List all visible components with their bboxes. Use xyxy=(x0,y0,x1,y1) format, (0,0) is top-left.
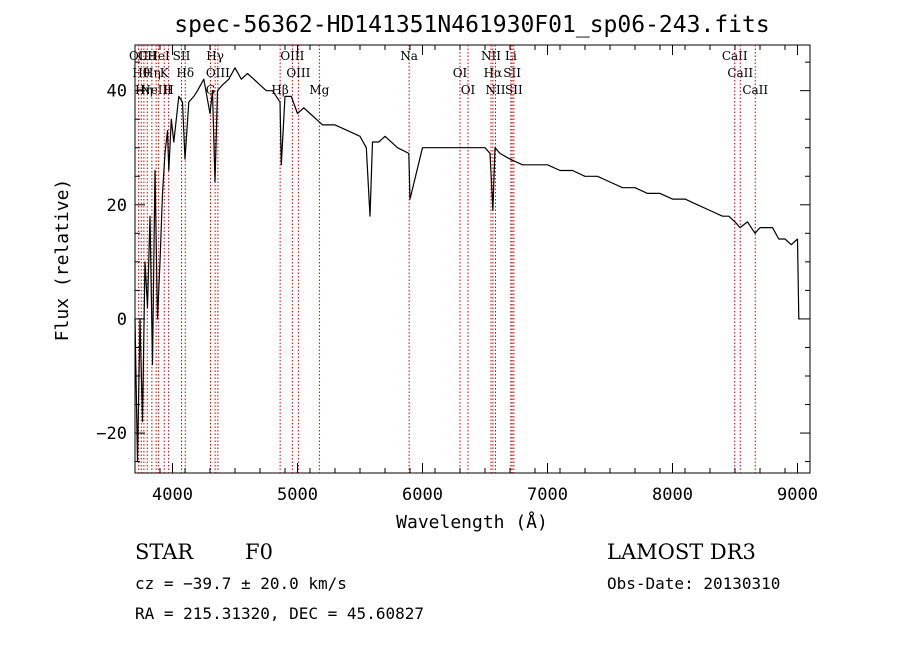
y-axis-label: Flux (relative) xyxy=(52,179,73,342)
marker-label: CaII xyxy=(722,49,748,63)
axis-ticks: 4000 5000 6000 7000 8000 9000 −20 0 20 40 xyxy=(96,45,818,505)
marker-label: Na xyxy=(400,49,418,63)
marker-label: H xyxy=(163,83,173,97)
marker-label: SII xyxy=(503,66,521,80)
marker-label: Li xyxy=(505,49,517,63)
x-tick-label: 5000 xyxy=(277,485,318,505)
x-tick-label: 4000 xyxy=(152,485,193,505)
marker-label: K xyxy=(160,66,170,80)
y-tick-label: 20 xyxy=(107,196,127,216)
marker-label: G xyxy=(206,83,216,97)
marker-label: Hη xyxy=(143,66,161,80)
marker-label: SII xyxy=(173,49,191,63)
marker-label: HeI xyxy=(147,49,170,63)
spectrum-line xyxy=(134,67,800,463)
marker-label: Hη xyxy=(135,83,153,97)
marker-label: CaII xyxy=(727,66,753,80)
marker-label: Hγ xyxy=(206,49,224,63)
observation-date: Obs-Date: 20130310 xyxy=(607,574,780,593)
survey-name: LAMOST DR3 xyxy=(607,540,756,564)
y-tick-label: 0 xyxy=(117,310,127,330)
x-tick-label: 8000 xyxy=(652,485,693,505)
marker-label: OI xyxy=(461,83,476,97)
marker-label: OI xyxy=(453,66,468,80)
x-tick-label: 7000 xyxy=(527,485,568,505)
marker-label: OIII xyxy=(286,66,310,80)
object-class: STAR xyxy=(135,540,194,564)
marker-label: Hβ xyxy=(271,83,288,97)
object-subclass: F0 xyxy=(245,540,273,564)
marker-label: OIII xyxy=(280,49,304,63)
line-markers: OIIHθHηCIIHηNeIIIHeIKHSIIHδGHγOIIIHβOIII… xyxy=(129,45,768,473)
x-tick-label: 9000 xyxy=(777,485,818,505)
y-tick-label: 40 xyxy=(107,82,127,102)
marker-label: SII xyxy=(505,83,523,97)
redshift-cz: cz = −39.7 ± 20.0 km/s xyxy=(135,574,347,593)
x-tick-label: 6000 xyxy=(402,485,443,505)
plot-frame xyxy=(134,44,811,474)
y-tick-label: −20 xyxy=(96,424,127,444)
marker-label: NeIII xyxy=(140,83,172,97)
marker-label: CaII xyxy=(742,83,768,97)
marker-label: Mg xyxy=(309,83,329,97)
marker-label: Hα xyxy=(484,66,503,80)
marker-label: Hθ xyxy=(132,66,150,80)
marker-label: NII xyxy=(481,49,501,63)
coordinates: RA = 215.31320, DEC = 45.60827 xyxy=(135,604,424,623)
marker-label: Hδ xyxy=(176,66,194,80)
marker-label: NII xyxy=(486,83,506,97)
chart-title: spec-56362-HD141351N461930F01_sp06-243.f… xyxy=(174,12,769,38)
series-layer xyxy=(134,67,800,463)
x-axis-label: Wavelength (Å) xyxy=(396,511,548,533)
marker-label: OIII xyxy=(206,66,230,80)
